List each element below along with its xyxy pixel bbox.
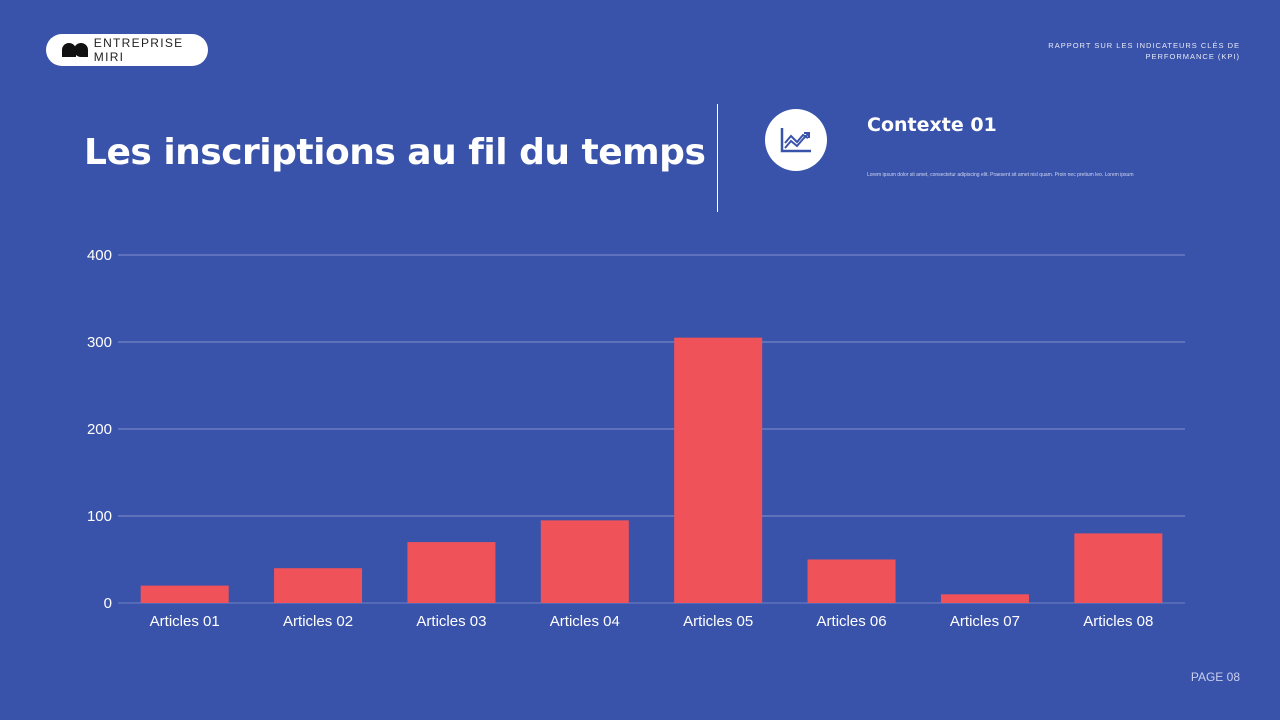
x-tick-label: Articles 04: [550, 613, 620, 630]
company-logo: ENTREPRISE MIRI: [46, 34, 208, 66]
x-tick-label: Articles 06: [817, 613, 887, 630]
bar: [674, 337, 763, 603]
bar: [274, 568, 363, 603]
x-tick-label: Articles 02: [283, 613, 353, 630]
bar: [940, 594, 1029, 603]
x-tick-label: Articles 05: [683, 613, 753, 630]
y-tick-label: 0: [104, 595, 112, 612]
x-tick-label: Articles 07: [950, 613, 1020, 630]
context-text: Lorem ipsum dolor sit amet, consectetur …: [867, 172, 1134, 178]
y-tick-label: 100: [87, 508, 112, 525]
bar: [540, 520, 629, 603]
report-title: RAPPORT SUR LES INDICATEURS CLÉS DE PERF…: [1048, 41, 1240, 61]
page-number: PAGE 08: [1190, 670, 1240, 684]
y-tick-label: 400: [87, 247, 112, 264]
bar: [407, 542, 496, 603]
bar: [140, 585, 229, 603]
bar: [1074, 533, 1163, 603]
x-tick-label: Articles 08: [1083, 613, 1153, 630]
bar: [807, 559, 896, 603]
logo-mark-icon: [62, 43, 88, 57]
page-title: Les inscriptions au fil du temps: [84, 132, 706, 173]
context-title: Contexte 01: [867, 114, 997, 136]
y-tick-label: 200: [87, 421, 112, 438]
x-tick-label: Articles 03: [416, 613, 486, 630]
y-tick-label: 300: [87, 334, 112, 351]
company-name: ENTREPRISE MIRI: [93, 36, 184, 64]
line-chart-icon: [765, 109, 827, 171]
divider: [717, 104, 718, 212]
x-tick-label: Articles 01: [150, 613, 220, 630]
